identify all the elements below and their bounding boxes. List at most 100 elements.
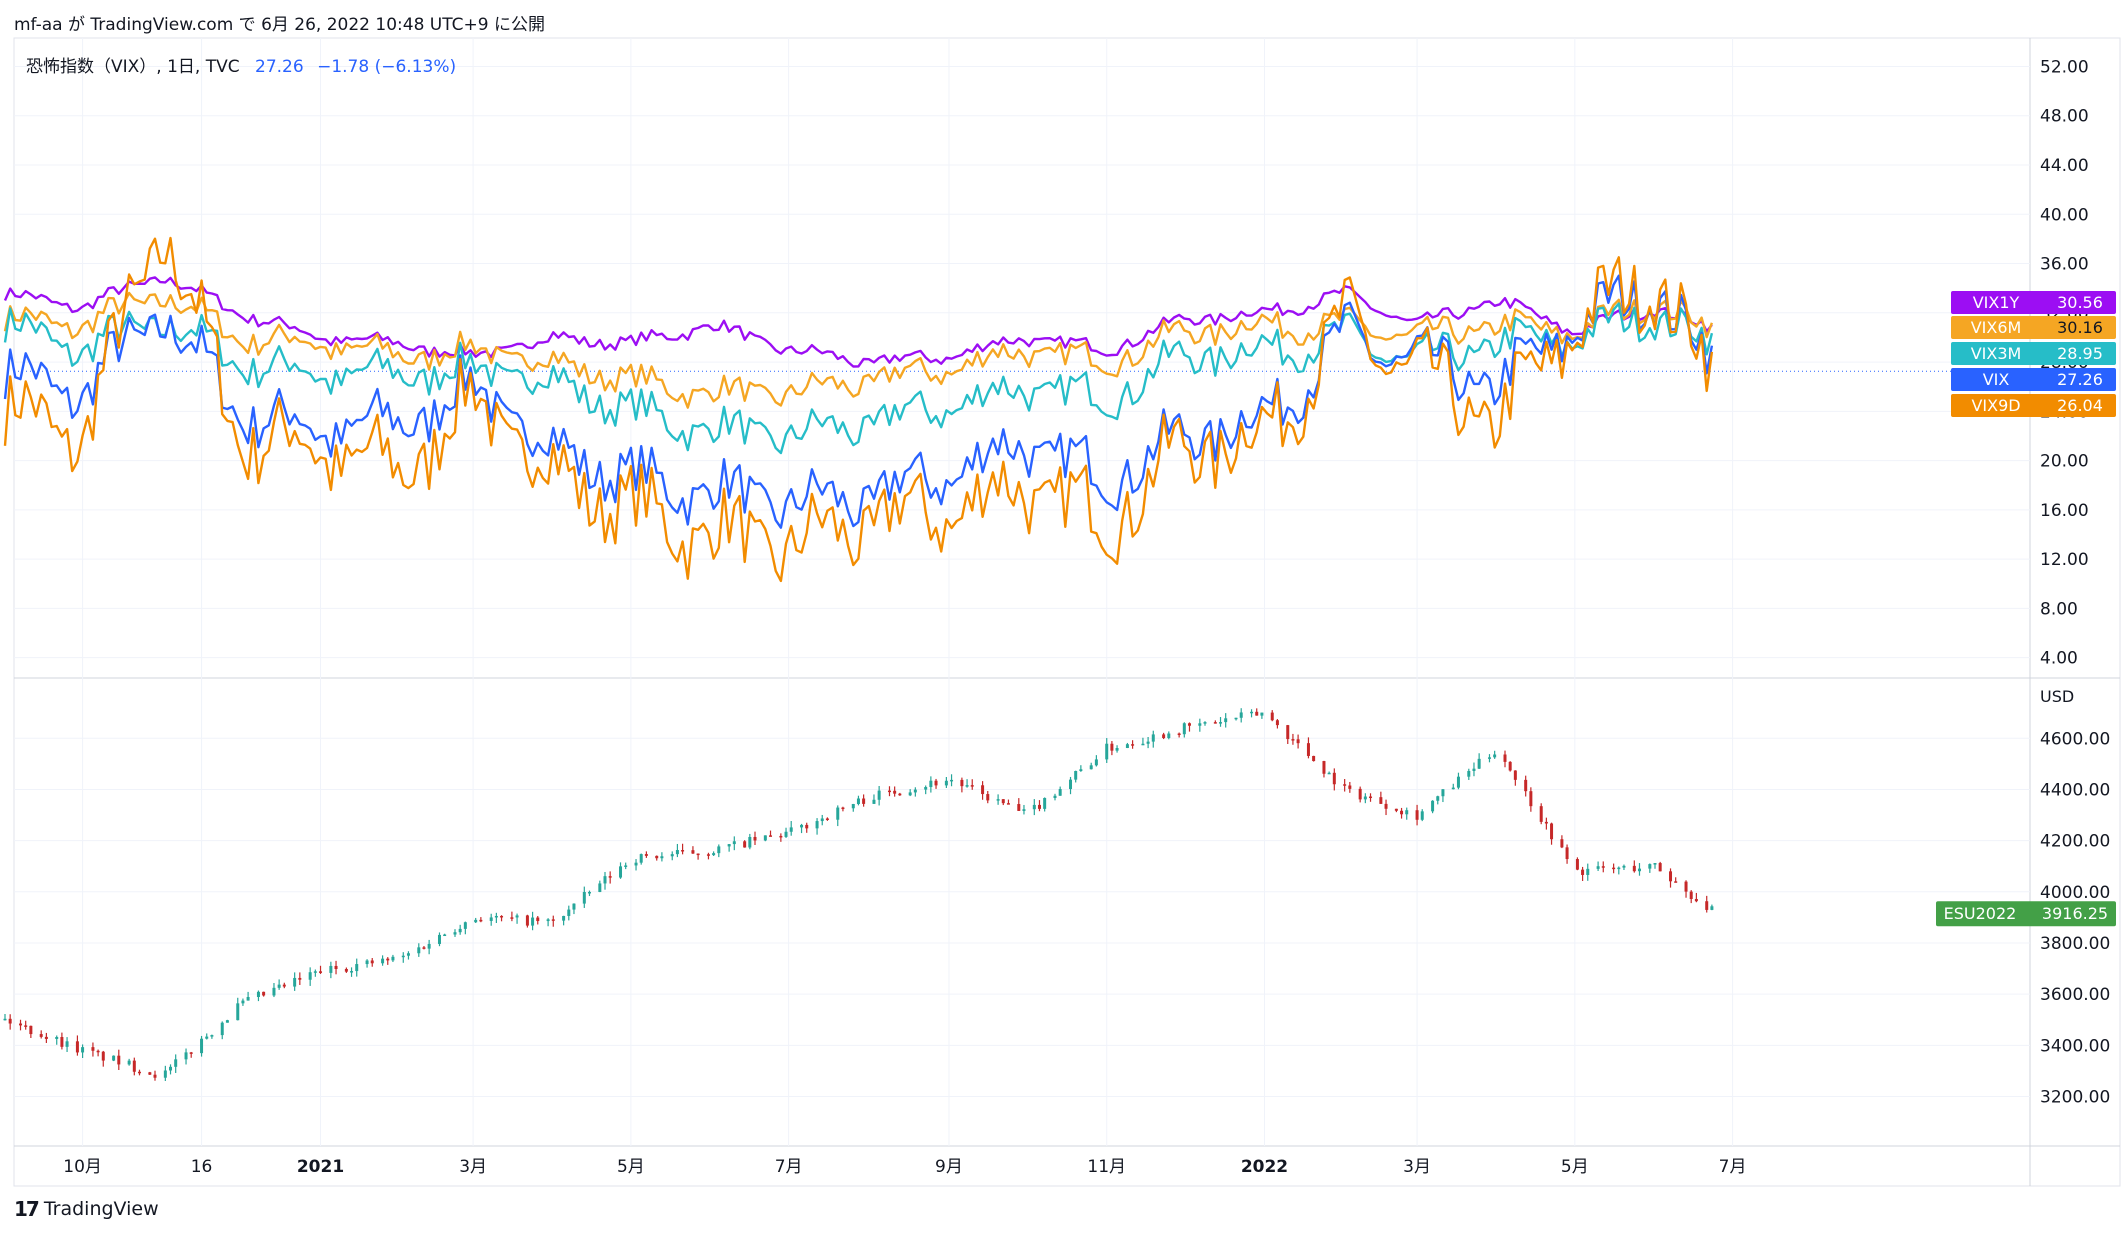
x-tick-label: 3月 [459, 1157, 487, 1177]
candle [753, 831, 757, 846]
candle [1612, 863, 1616, 874]
candle [3, 1014, 7, 1021]
candle [965, 779, 969, 788]
es-y-tick-label: 4200.00 [2040, 832, 2110, 852]
svg-text:VIX6M: VIX6M [1971, 318, 2022, 337]
candle [1037, 800, 1041, 812]
price-label-vix: VIX 27.26 [1951, 368, 2116, 391]
candle [1198, 718, 1202, 732]
candle [282, 982, 286, 989]
candle [184, 1048, 188, 1065]
candle [169, 1064, 173, 1075]
candle [1632, 860, 1636, 873]
svg-text:VIX9D: VIX9D [1971, 396, 2020, 415]
candle [1260, 712, 1264, 719]
candle [1239, 708, 1243, 723]
candle [1694, 892, 1698, 903]
candle [1400, 807, 1404, 819]
candle [1596, 861, 1600, 871]
candle [1601, 861, 1605, 873]
candle [960, 777, 964, 793]
candle [1384, 799, 1388, 816]
candle [696, 853, 700, 860]
candle [1358, 786, 1362, 803]
es-y-tick-label: 3200.00 [2040, 1088, 2110, 1108]
candle [308, 967, 312, 986]
candle [789, 821, 793, 836]
svg-text:VIX: VIX [1983, 370, 2010, 389]
es-y-tick-label: 3400.00 [2040, 1036, 2110, 1056]
candle [1312, 755, 1316, 762]
candle [1291, 733, 1295, 745]
candle [75, 1035, 79, 1056]
candle [862, 794, 866, 807]
candle [510, 911, 514, 922]
candle [220, 1021, 224, 1040]
candle [148, 1071, 152, 1075]
candle [401, 952, 405, 963]
svg-text:30.16: 30.16 [2057, 318, 2103, 337]
candle [163, 1065, 167, 1081]
candle [1467, 768, 1471, 780]
candle [929, 776, 933, 793]
es-y-tick-label: 4400.00 [2040, 780, 2110, 800]
candle [800, 823, 804, 834]
candle [893, 786, 897, 797]
candle [820, 814, 824, 826]
candle [277, 979, 281, 990]
vix-legend[interactable]: 恐怖指数（VIX）, 1日, TVC 27.26 −1.78 (−6.13%) [26, 52, 456, 77]
candle [225, 1019, 229, 1023]
candle [1069, 776, 1073, 795]
candle [365, 959, 369, 968]
candle [515, 913, 519, 924]
tradingview-logo-icon: 𝟭𝟳 [14, 1197, 40, 1221]
candle [1043, 797, 1047, 812]
candle [1451, 783, 1455, 790]
candle [1162, 732, 1166, 740]
candle [1472, 762, 1476, 777]
candle [872, 794, 876, 805]
candle [619, 862, 623, 879]
candle [691, 846, 695, 854]
candle [815, 818, 819, 835]
price-label-esu2022: ESU2022 3916.25 [1936, 901, 2116, 927]
candle [1286, 724, 1290, 745]
vix-y-tick-label: 16.00 [2040, 501, 2089, 521]
candle [587, 890, 591, 897]
candle [562, 915, 566, 926]
candle [1022, 804, 1026, 815]
x-tick-label: 16 [191, 1157, 213, 1177]
candle [970, 779, 974, 790]
grid [13, 37, 2121, 1187]
candle [624, 862, 628, 870]
candle [681, 843, 685, 855]
candle [1146, 736, 1150, 749]
candle [355, 958, 359, 977]
candle [1275, 719, 1279, 729]
candle [567, 905, 571, 921]
candle [1689, 890, 1693, 904]
candle [913, 787, 917, 797]
candle [479, 917, 483, 923]
candle [525, 914, 529, 928]
svg-text:VIX1Y: VIX1Y [1973, 293, 2020, 312]
candle [489, 913, 493, 926]
candle [1327, 771, 1331, 775]
candle [272, 983, 276, 998]
candle [1394, 808, 1398, 813]
footer[interactable]: 𝟭𝟳 TradingView [14, 1197, 159, 1221]
candle [748, 833, 752, 850]
candle [494, 912, 498, 923]
candle [370, 958, 374, 967]
candle [1487, 754, 1491, 763]
candle [706, 852, 710, 860]
candle [1477, 753, 1481, 770]
candle [1648, 863, 1652, 873]
candle [1032, 799, 1036, 816]
svg-text:26.04: 26.04 [2057, 396, 2103, 415]
candle [1001, 799, 1005, 806]
candle [137, 1069, 141, 1076]
candle [644, 851, 648, 858]
